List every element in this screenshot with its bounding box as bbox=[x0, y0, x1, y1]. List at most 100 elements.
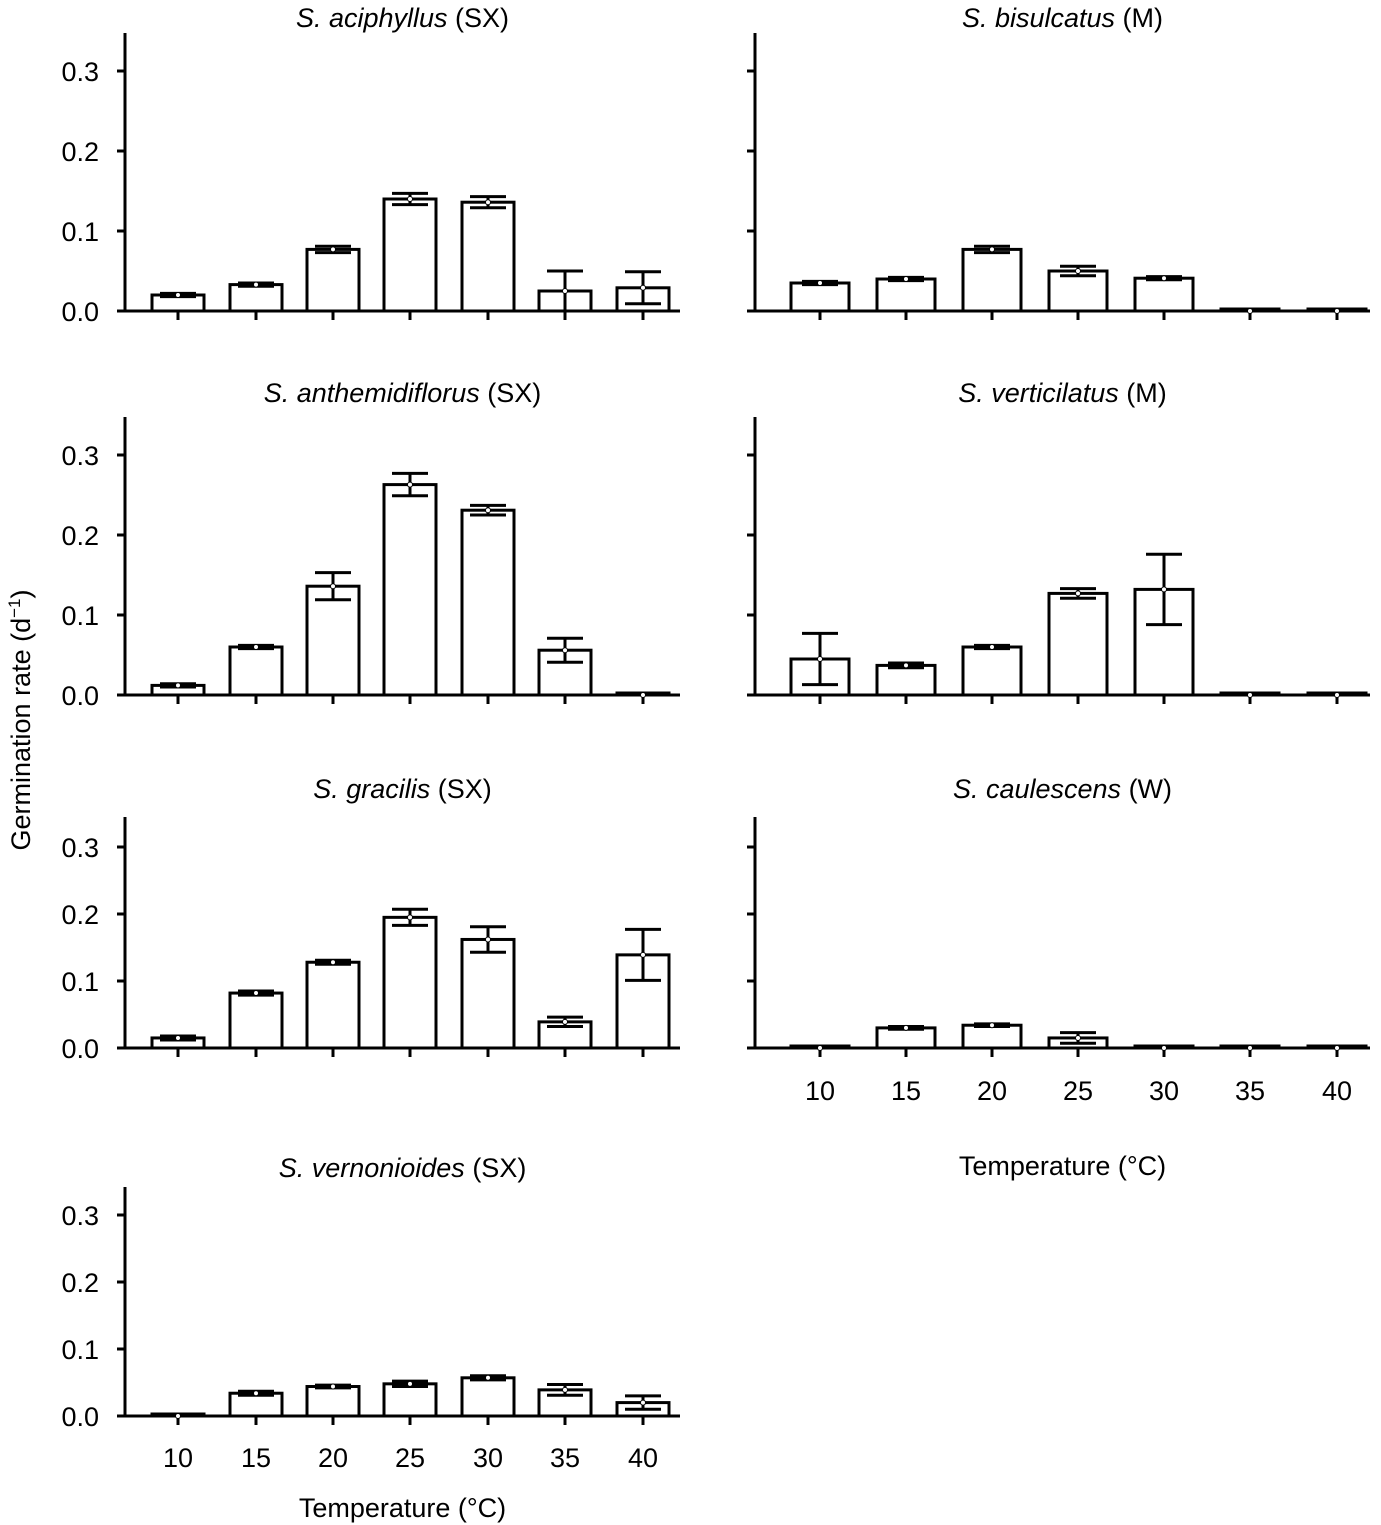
y-tick-label: 0.0 bbox=[61, 1034, 99, 1064]
bar bbox=[382, 197, 438, 313]
mean-point bbox=[253, 990, 259, 997]
bar bbox=[961, 1023, 1023, 1050]
mean-point bbox=[175, 1034, 181, 1041]
panel-title: S. bisulcatus (M) bbox=[962, 3, 1163, 33]
bar bbox=[382, 1382, 438, 1418]
mean-point bbox=[903, 276, 909, 282]
mean-point bbox=[1334, 1045, 1340, 1051]
y-tick-label: 0.1 bbox=[61, 217, 99, 247]
group-label: (M) bbox=[1126, 378, 1166, 408]
mean-point bbox=[485, 1374, 491, 1381]
panel-s-bisulcatus: S. bisulcatus (M) bbox=[747, 3, 1370, 320]
bar bbox=[305, 247, 361, 313]
bar bbox=[460, 508, 516, 697]
mean-point bbox=[1075, 1034, 1081, 1041]
mean-point bbox=[562, 1018, 568, 1025]
x-tick-label: 15 bbox=[891, 1076, 921, 1106]
x-tick-label: 20 bbox=[318, 1443, 348, 1473]
x-tick-label: 25 bbox=[1063, 1076, 1093, 1106]
mean-point bbox=[903, 662, 909, 669]
panel-title: S. caulescens (W) bbox=[953, 774, 1172, 804]
group-label: (W) bbox=[1129, 774, 1172, 804]
panel-title: S. anthemidiflorus (SX) bbox=[264, 378, 542, 408]
bar bbox=[875, 1026, 937, 1050]
mean-point bbox=[175, 682, 181, 689]
mean-point bbox=[330, 1383, 336, 1390]
mean-point bbox=[485, 199, 491, 206]
x-tick-label: 35 bbox=[1235, 1076, 1265, 1106]
panel-s-aciphyllus: S. aciphyllus (SX) 0.0 0.1 0.2 0.3 bbox=[61, 3, 680, 327]
species-name: S. vernonioides bbox=[279, 1153, 473, 1183]
bar bbox=[460, 937, 516, 1050]
mean-point bbox=[485, 936, 491, 943]
x-tick-label: 40 bbox=[1322, 1076, 1352, 1106]
panel-title: S. vernonioides (SX) bbox=[279, 1153, 527, 1183]
species-name: S. verticilatus bbox=[958, 378, 1126, 408]
bar bbox=[228, 991, 284, 1050]
mean-point bbox=[1161, 586, 1167, 593]
x-tick-label: 35 bbox=[550, 1443, 580, 1473]
mean-point bbox=[1247, 1045, 1253, 1051]
mean-point bbox=[485, 507, 491, 514]
mean-point bbox=[407, 1380, 413, 1387]
bar bbox=[382, 915, 438, 1050]
mean-point bbox=[817, 656, 823, 662]
x-tick-label: 10 bbox=[163, 1443, 193, 1473]
bar bbox=[305, 584, 361, 697]
bar bbox=[1047, 269, 1109, 313]
x-tick-label: 10 bbox=[805, 1076, 835, 1106]
y-tick-label: 0.2 bbox=[61, 521, 99, 551]
mean-point bbox=[1075, 268, 1081, 274]
mean-point bbox=[1247, 692, 1253, 698]
mean-point bbox=[330, 959, 336, 966]
mean-point bbox=[253, 281, 259, 288]
y-tick-label: 0.3 bbox=[61, 1201, 99, 1231]
mean-point bbox=[903, 1024, 909, 1031]
mean-point bbox=[407, 481, 413, 488]
mean-point bbox=[175, 292, 181, 298]
mean-point bbox=[407, 196, 413, 202]
y-tick-label: 0.0 bbox=[61, 1402, 99, 1432]
y-tick-label: 0.1 bbox=[61, 1335, 99, 1365]
y-axis-label: Germination rate (d−1) bbox=[5, 590, 36, 851]
bar bbox=[1133, 276, 1195, 313]
mean-point bbox=[330, 246, 336, 253]
panel-title: S. verticilatus (M) bbox=[958, 378, 1167, 408]
bar bbox=[789, 281, 851, 313]
y-tick-label: 0.1 bbox=[61, 601, 99, 631]
bar bbox=[875, 277, 937, 313]
x-tick-label: 30 bbox=[473, 1443, 503, 1473]
species-name: S. anthemidiflorus bbox=[264, 378, 488, 408]
mean-point bbox=[1334, 308, 1340, 314]
y-tick-label: 0.2 bbox=[61, 1268, 99, 1298]
bar bbox=[961, 247, 1023, 313]
x-axis-label: Temperature (°C) bbox=[959, 1151, 1166, 1181]
x-tick-label: 15 bbox=[241, 1443, 271, 1473]
y-tick-label: 0.2 bbox=[61, 900, 99, 930]
y-tick-label: 0.2 bbox=[61, 137, 99, 167]
mean-point bbox=[640, 951, 646, 958]
panel-s-anthemidiflorus: S. anthemidiflorus (SX) 0.0 0.1 0.2 0.3 bbox=[61, 378, 680, 711]
group-label: (SX) bbox=[438, 774, 492, 804]
y-tick-label: 0.1 bbox=[61, 967, 99, 997]
y-tick-label: 0.3 bbox=[61, 833, 99, 863]
mean-point bbox=[989, 246, 995, 253]
bar bbox=[460, 200, 516, 313]
species-name: S. caulescens bbox=[953, 774, 1129, 804]
y-tick-label: 0.0 bbox=[61, 297, 99, 327]
panel-s-vernonioides: S. vernonioides (SX) 0.0 0.1 0.2 0.3 10 15 20 25… bbox=[61, 1153, 680, 1523]
y-tick-label: 0.3 bbox=[61, 441, 99, 471]
mean-point bbox=[989, 1022, 995, 1029]
mean-point bbox=[1161, 1045, 1167, 1051]
bar bbox=[460, 1376, 516, 1418]
x-tick-label: 25 bbox=[395, 1443, 425, 1473]
bar bbox=[228, 283, 284, 313]
bar bbox=[382, 483, 438, 697]
mean-point bbox=[175, 1413, 181, 1419]
panel-s-gracilis: S. gracilis (SX) 0.0 0.1 0.2 0.3 bbox=[61, 774, 680, 1064]
species-name: S. bisulcatus bbox=[962, 3, 1123, 33]
mean-point bbox=[330, 583, 336, 590]
mean-point bbox=[562, 647, 568, 654]
x-tick-label: 40 bbox=[628, 1443, 658, 1473]
